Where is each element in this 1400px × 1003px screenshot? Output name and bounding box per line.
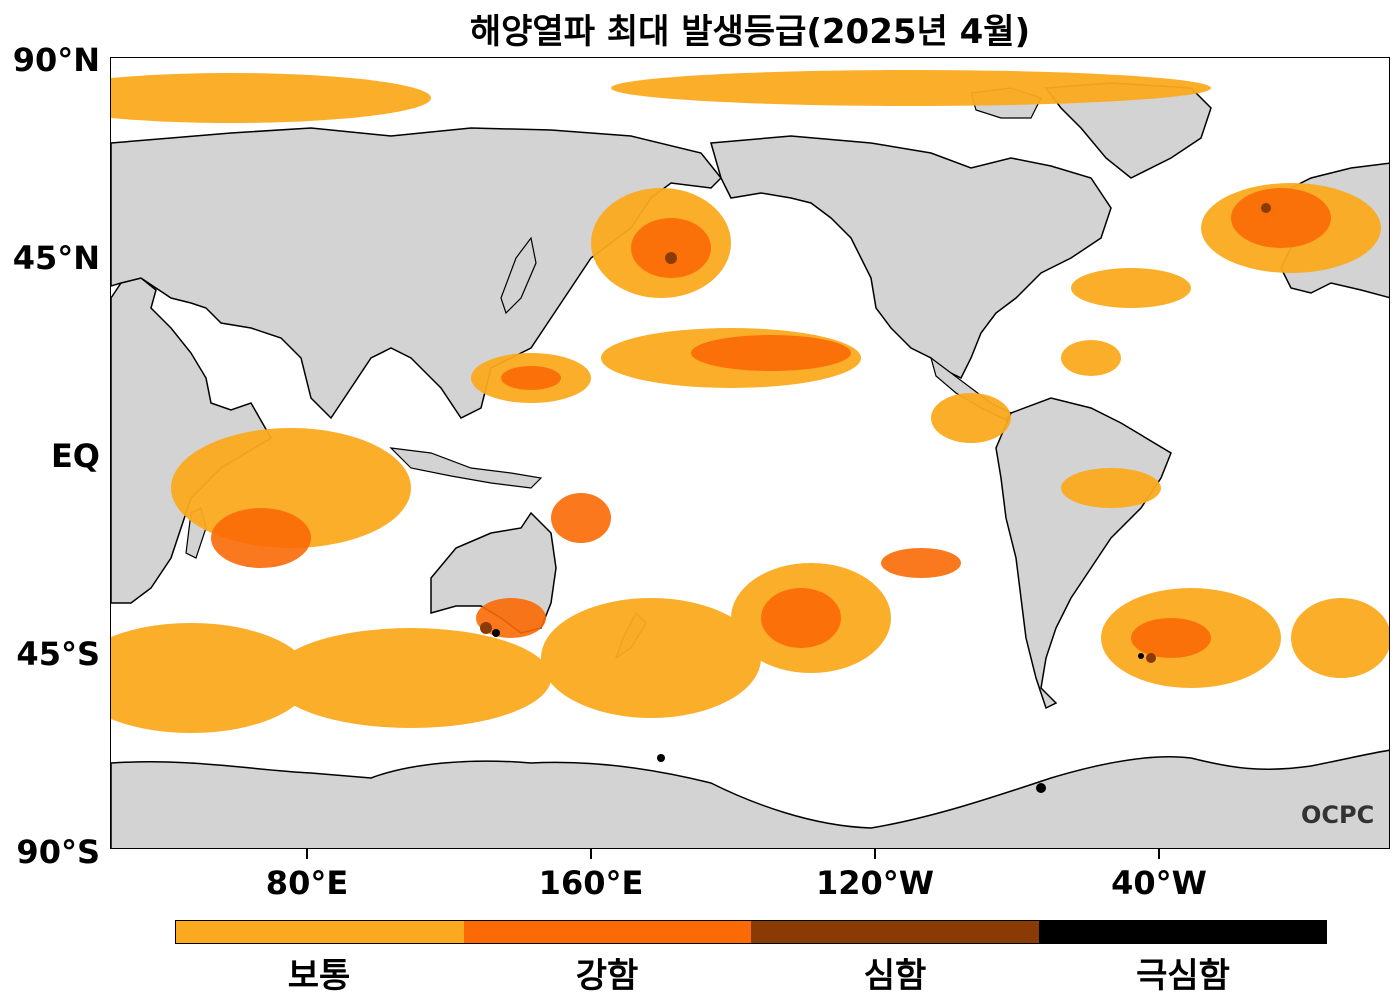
north-america-land: [710, 135, 1112, 380]
x-tick-40w: 40°W: [1111, 864, 1207, 902]
map-area: OCPC: [110, 57, 1390, 849]
eurasia-land: [111, 127, 723, 420]
africa-land: [111, 277, 273, 604]
colorbar: [175, 920, 1327, 944]
x-tick-160e: 160°E: [538, 864, 644, 902]
y-tick-90n: 90°N: [12, 41, 100, 79]
heatwave-extreme-regions: [492, 629, 1144, 793]
logo-mark: OCPC: [1301, 801, 1374, 829]
colorbar-severe: [751, 921, 1039, 943]
colorbar-extreme: [1038, 921, 1326, 943]
colorbar-label-strong: 강함: [575, 956, 639, 996]
indonesia-land: [389, 447, 543, 489]
x-tick-120w: 120°W: [815, 864, 935, 902]
x-tick-mark-80e: [306, 849, 308, 859]
x-tick-mark-120w: [874, 849, 876, 859]
heatwave-moderate-regions: [111, 70, 1389, 733]
x-tick-80e: 80°E: [265, 864, 349, 902]
heatwave-strong-regions: [211, 188, 1331, 658]
map-title: 해양열파 최대 발생등급(2025년 4월): [469, 12, 1031, 52]
colorbar-label-moderate: 보통: [287, 956, 351, 996]
colorbar-label-severe: 심함: [863, 956, 927, 996]
colorbar-moderate: [176, 921, 464, 943]
y-tick-45n: 45°N: [12, 239, 100, 277]
antarctica-land: [111, 749, 1389, 848]
x-tick-mark-40w: [1158, 849, 1160, 859]
y-tick-45s: 45°S: [16, 635, 100, 673]
colorbar-strong: [463, 921, 751, 943]
y-tick-90s: 90°S: [16, 833, 100, 871]
colorbar-label-extreme: 극심함: [1136, 956, 1230, 996]
y-tick-eq: EQ: [50, 437, 100, 475]
x-tick-mark-160e: [590, 849, 592, 859]
heatwave-severe-regions: [480, 203, 1271, 663]
world-map: OCPC: [111, 58, 1389, 848]
japan-land: [500, 236, 537, 315]
